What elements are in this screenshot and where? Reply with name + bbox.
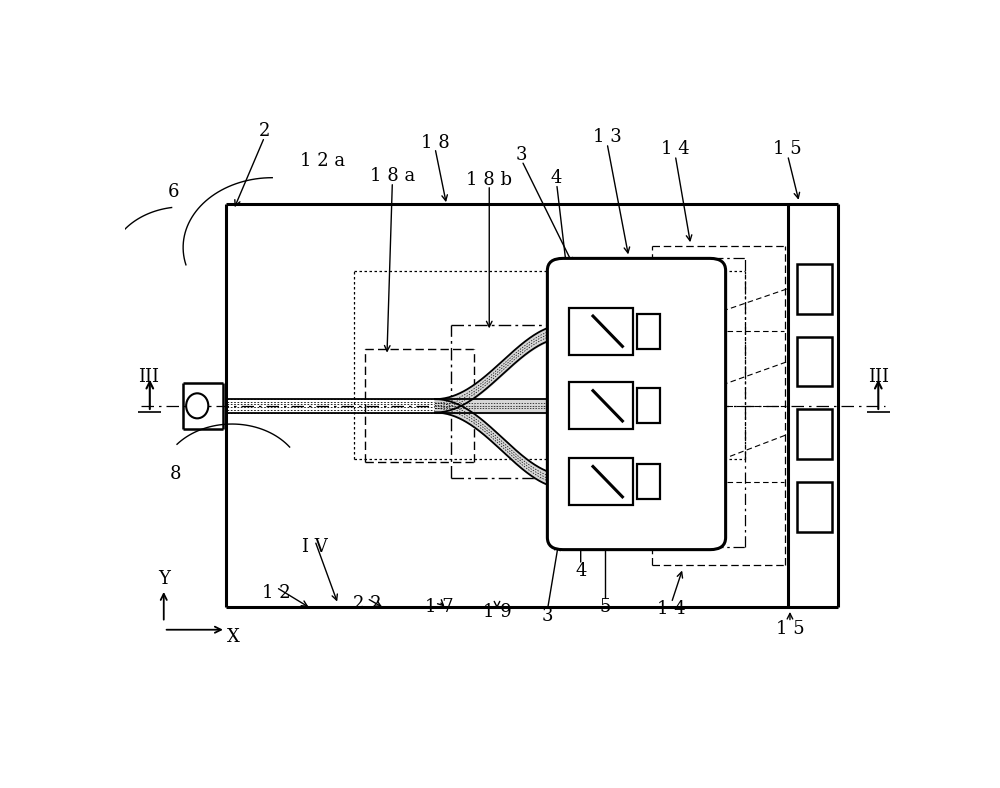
Ellipse shape xyxy=(186,393,208,418)
Text: I V: I V xyxy=(302,537,328,556)
Text: X: X xyxy=(227,628,240,646)
Text: 6: 6 xyxy=(167,183,179,201)
Bar xyxy=(569,382,633,429)
Text: 1 8 a: 1 8 a xyxy=(370,168,415,185)
Text: 2 2: 2 2 xyxy=(353,595,381,613)
Text: III: III xyxy=(868,368,889,385)
Text: 1 2: 1 2 xyxy=(262,585,290,602)
Bar xyxy=(797,264,832,314)
Text: 1 5: 1 5 xyxy=(773,140,802,158)
Text: III: III xyxy=(138,368,159,385)
Text: 4: 4 xyxy=(551,169,562,188)
Bar xyxy=(797,336,832,386)
Text: 3: 3 xyxy=(542,608,553,626)
Bar xyxy=(637,464,660,500)
Text: 1 5: 1 5 xyxy=(776,619,804,637)
Text: 1 9: 1 9 xyxy=(483,603,511,620)
Text: 1 4: 1 4 xyxy=(657,600,686,618)
Bar xyxy=(797,482,832,532)
Bar xyxy=(637,388,660,423)
Text: 1 8: 1 8 xyxy=(421,134,449,152)
Text: 2: 2 xyxy=(259,122,270,140)
Text: 8: 8 xyxy=(170,465,181,483)
Text: 5: 5 xyxy=(600,598,611,616)
Bar xyxy=(637,314,660,349)
FancyBboxPatch shape xyxy=(547,258,726,550)
Bar xyxy=(797,410,832,459)
Bar xyxy=(569,307,633,355)
Text: 1 7: 1 7 xyxy=(425,598,453,616)
Text: 1 4: 1 4 xyxy=(661,140,690,158)
Text: 1 8 b: 1 8 b xyxy=(466,170,512,188)
Bar xyxy=(569,458,633,505)
Text: 4: 4 xyxy=(575,562,586,580)
Text: 1 3: 1 3 xyxy=(593,128,621,146)
Text: 1 2 a: 1 2 a xyxy=(300,152,345,170)
Text: 3: 3 xyxy=(516,147,528,164)
Text: Y: Y xyxy=(158,570,170,588)
